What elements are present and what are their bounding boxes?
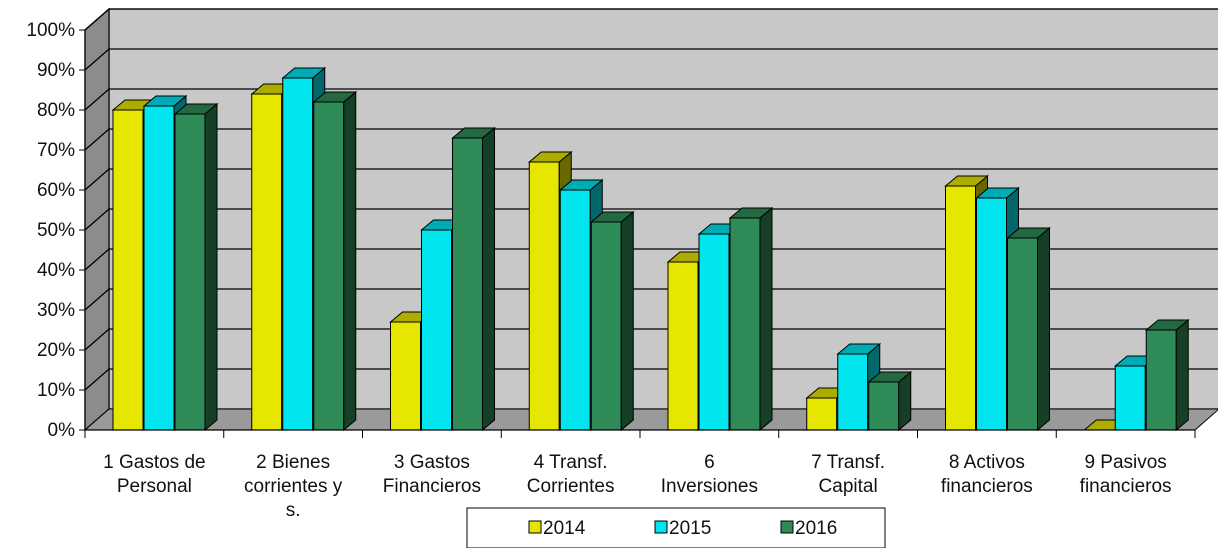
y-tick-label: 80% [37,100,75,121]
bar [112,109,144,431]
bar [837,353,869,431]
bar [421,229,452,431]
bar-group [250,66,358,432]
bar [390,321,421,431]
bar-top [728,207,774,219]
bar-top [975,187,1020,199]
bar-top [589,211,635,223]
bar-group [527,150,635,432]
bar [729,217,761,431]
bar-group [666,206,774,432]
x-tick-label: 1 Gastos de Personal [103,452,205,497]
bar-top [173,103,219,115]
x-tick-label: 4 Transf. Corrientes [527,452,615,497]
bar-side [343,90,357,432]
bar-top [836,343,882,355]
bar [976,197,1007,431]
y-tick-label: 40% [37,260,75,281]
legend-label: 2015 [669,518,711,539]
x-tick-label: 9 Pasivos financieros [1080,452,1172,497]
bar [590,221,622,431]
y-tick-label: 10% [37,380,75,401]
bar-top [867,371,913,383]
gridline [84,328,1218,351]
bar-top [142,95,188,107]
bar-top [1006,227,1051,239]
legend-swatch [780,520,794,534]
bar [667,261,699,431]
bar [143,105,175,431]
y-tick-label: 100% [26,20,75,41]
bar-side [204,102,218,432]
gridline [84,48,1218,71]
legend-item: 2014 [528,518,586,539]
x-tick-label: 7 Transf. Capital [811,452,885,497]
y-tick-label: 20% [37,340,75,361]
y-tick-label: 70% [37,140,75,161]
bar [251,93,283,431]
x-tick-label: 6 Inversiones [661,452,758,497]
bar [282,77,314,431]
bar-group [1082,318,1190,432]
gridline [84,168,1218,191]
bar-group [389,126,496,432]
gridline [84,248,1218,271]
bar-group [111,94,219,432]
bar [1114,365,1146,431]
gridline [84,8,1218,31]
bar [945,185,976,431]
bar-side [482,126,495,432]
bar [698,233,730,431]
y-tick-label: 90% [37,60,75,81]
y-tick-label: 30% [37,300,75,321]
bar [868,381,900,431]
bar [559,189,591,431]
x-tick-label: 2 Bienes corrientes y s. [244,452,343,521]
gridline [84,288,1218,311]
bar-top [451,127,496,139]
legend-swatch [654,520,668,534]
legend: 2014 2015 2016 [466,507,886,548]
bar [528,161,560,431]
gridline [84,88,1218,111]
x-tick-label: 8 Activos financieros [941,452,1033,497]
bar [806,397,838,431]
bar-side [620,210,634,432]
legend-label: 2016 [795,518,837,539]
bar-top [1144,319,1190,331]
bar [313,101,345,431]
x-tick-label: 3 Gastos Financieros [383,452,481,497]
legend-item: 2016 [780,518,837,539]
y-axis: 0% 10% 20% 30% 40% 50% 60% 70% 80% 90% 100% [26,20,86,441]
y-tick-label: 50% [37,220,75,241]
bar [174,113,206,431]
bar [452,137,483,431]
bars [111,66,1190,432]
bar-side [1175,318,1189,432]
gridline [84,208,1218,231]
bar-side [759,206,773,432]
bar [1007,237,1038,431]
bar-top [527,151,573,163]
bar-top [558,179,604,191]
bar [1145,329,1177,431]
bar-top [312,91,358,103]
bar-top [944,175,989,187]
bar-group [805,342,913,432]
legend-label: 2014 [543,518,586,539]
gridline [84,128,1218,151]
bar-side [1037,226,1050,432]
gridlines [84,8,1218,391]
bar-top [281,67,327,79]
legend-item: 2015 [654,518,711,539]
y-tick-label: 0% [48,420,76,441]
legend-swatch [528,520,542,534]
y-tick-label: 60% [37,180,75,201]
